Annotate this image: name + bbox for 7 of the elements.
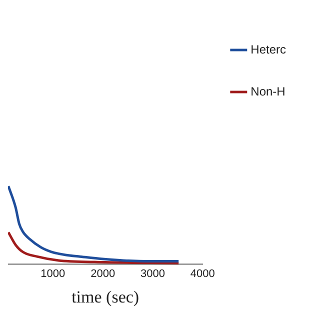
x-tick-label: 1000 <box>40 268 66 280</box>
legend-label: Non-H <box>250 84 286 98</box>
x-axis-title: time (sec) <box>72 287 140 306</box>
x-tick-label: 4000 <box>190 268 215 280</box>
x-tick-label: 3000 <box>140 268 165 280</box>
legend-label: Heterc <box>250 42 286 56</box>
x-tick-label: 2000 <box>90 268 116 280</box>
